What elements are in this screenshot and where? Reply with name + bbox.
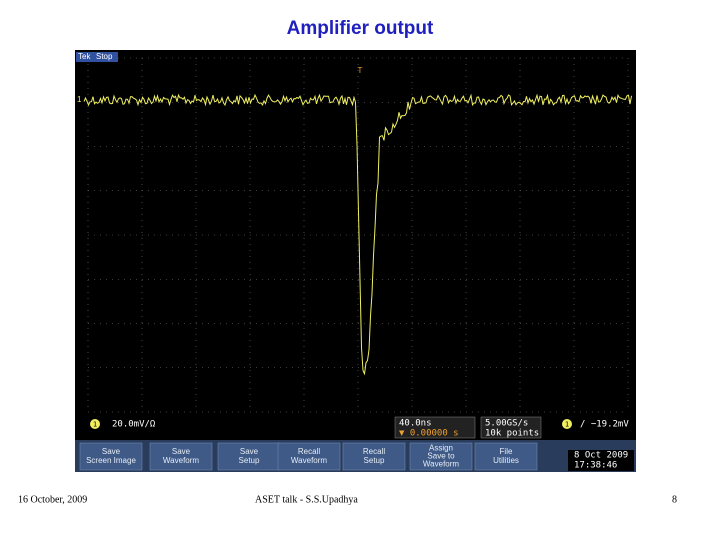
menu-button-label: Waveform [291,456,327,465]
menu-button [149,442,213,471]
timebase-box [394,416,476,439]
clock-box [568,450,634,471]
scope-time: 17:38:46 [574,461,617,471]
menu-button [474,442,538,471]
scope-date: 8 Oct 2009 [574,451,628,461]
acquisition-box [480,416,542,439]
record-length: 10k points [485,429,539,439]
menu-button [409,442,473,471]
menu-button-label: Save to [427,452,455,461]
menu-button-label: Setup [364,456,385,465]
footer-date: 16 October, 2009 [18,494,87,505]
vertical-scale: 20.0mV/Ω [112,420,156,430]
footer-talk: ASET talk - S.S.Upadhya [255,494,358,505]
menu-button [342,442,406,471]
channel-badge [90,419,100,429]
menu-button-label: Recall [298,447,320,456]
status-bar [75,415,636,440]
delay: ▼ 0.00000 s [399,429,459,439]
footer-page: 8 [672,494,677,505]
trigger-channel: 1 [565,421,569,429]
menu-button-label: File [500,447,513,456]
scope-background [75,50,636,472]
run-state: Stop [96,52,113,61]
run-state-box [76,52,118,62]
slide-title: Amplifier output [287,18,434,39]
menu-button-label: Utilities [493,456,519,465]
menu-button-label: Recall [363,447,385,456]
status-channel: 1 [93,421,97,429]
channel-marker: 1 [77,95,82,104]
menu-button-label: Waveform [423,460,459,469]
waveform-trace [83,93,632,376]
menu-button-label: Save [172,447,191,456]
trigger-marker: T [358,66,363,75]
menu-button [79,442,143,471]
sample-rate: 5.00GS/s [485,419,528,429]
menu-button-label: Save [240,447,259,456]
brand: Tek [78,52,91,61]
menu-button-label: Screen Image [86,456,136,465]
menu-button-label: Waveform [163,456,199,465]
menu-button-label: Save [102,447,121,456]
scope-screenshot: Tek Stop 1 T 1 20.0mV/Ω 40.0ns ▼ 0.00000… [75,50,636,472]
menu-button [277,442,341,471]
timebase: 40.0ns [399,419,432,429]
menu-button [217,442,281,471]
trigger-level: ∕ −19.2mV [580,420,629,430]
trigger-channel-badge [562,419,572,429]
menu-button-label: Assign [429,444,453,453]
menu-button-label: Setup [239,456,260,465]
